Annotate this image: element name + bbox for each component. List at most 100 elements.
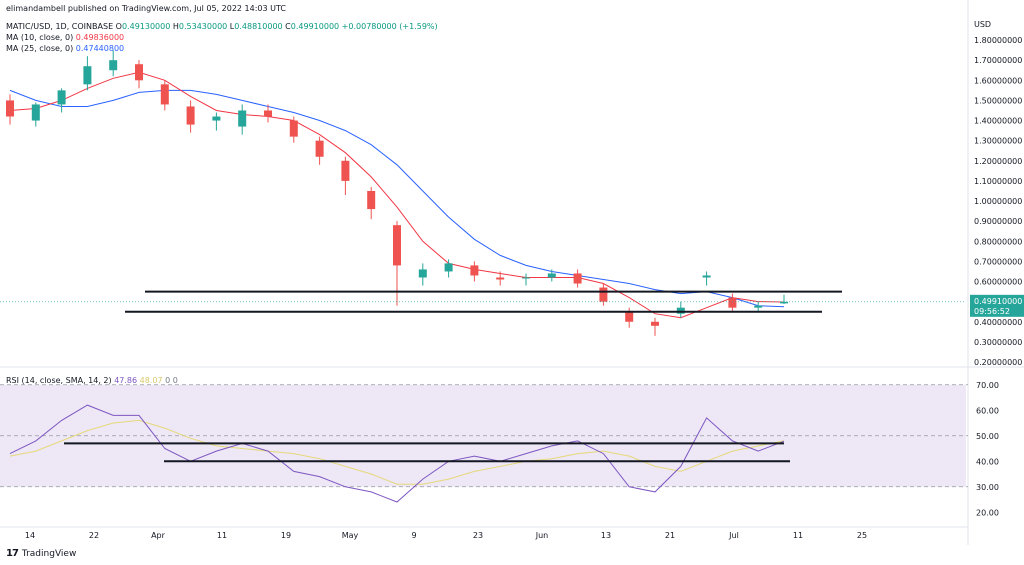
candle-body-18 (470, 265, 479, 276)
candle-body-28 (728, 297, 737, 308)
price-axis-label-4: 1.40000000 (974, 117, 1022, 126)
candle-body-10 (264, 110, 272, 117)
candle-body-16 (418, 269, 427, 278)
price-axis-currency: USD (974, 20, 991, 29)
tradingview-logo[interactable]: 17 TradingView (6, 548, 76, 559)
time-axis-label-0: 14 (25, 531, 35, 540)
current-price-tag (970, 294, 1024, 317)
time-axis-label-11: Jul (728, 531, 739, 540)
price-axis-label-3: 1.50000000 (974, 96, 1022, 105)
candle-body-8 (212, 116, 221, 121)
published-caption: elimandambell published on TradingView.c… (6, 4, 286, 13)
candle-body-15 (393, 225, 401, 266)
price-axis-label-15: 0.20000000 (974, 358, 1022, 367)
rsi-axis-label-4: 30.00 (976, 483, 999, 492)
high-label: H (172, 22, 179, 31)
ma10-label: MA (10, close, 0) (6, 33, 74, 42)
ma25-legend[interactable]: MA (25, close, 0) 0.47440800 (6, 44, 124, 53)
rsi-band (0, 384, 968, 488)
open-value: 0.49130000 (121, 22, 171, 31)
close-value: 0.49910000 (290, 22, 340, 31)
price-axis-label-8: 1.00000000 (974, 197, 1022, 206)
time-axis-label-9: 13 (601, 531, 611, 540)
ohlc-legend: MATIC/USD, 1D, COINBASE O0.49130000 H0.5… (6, 22, 438, 31)
time-axis-label-6: 9 (411, 531, 416, 540)
candle-body-21 (547, 273, 556, 278)
low-label: L (229, 22, 235, 31)
rsi-axis-label-1: 60.00 (976, 406, 999, 415)
candle-body-5 (135, 64, 143, 81)
change-value: +0.00780000 (+1.59%) (341, 22, 438, 31)
rsi-axis-label-5: 20.00 (976, 508, 999, 517)
candle-body-0 (6, 100, 14, 117)
price-axis-label-5: 1.30000000 (974, 137, 1022, 146)
ma10-legend[interactable]: MA (10, close, 0) 0.49836000 (6, 33, 124, 42)
candle-body-11 (289, 120, 298, 137)
price-axis-label-9: 0.90000000 (974, 217, 1022, 226)
candle-body-14 (367, 190, 376, 210)
ma10-value: 0.49836000 (75, 33, 125, 42)
time-axis-label-4: 19 (281, 531, 291, 540)
close-label: C (285, 22, 291, 31)
time-axis-label-13: 25 (857, 531, 867, 540)
candle-body-1 (31, 104, 40, 121)
price-axis-label-13: 0.40000000 (974, 318, 1022, 327)
candle-body-12 (315, 140, 324, 157)
price-axis-label-10: 0.80000000 (974, 237, 1022, 246)
rsi-extra2: 0 (172, 376, 178, 385)
candle-body-29 (754, 305, 763, 308)
ma25-value: 0.47440800 (75, 44, 125, 53)
ma25-label: MA (25, close, 0) (6, 44, 74, 53)
rsi-lines (9, 404, 785, 503)
time-axis-label-8: Jun (535, 531, 549, 540)
rsi-axis-label-2: 50.00 (976, 432, 999, 441)
time-axis-label-1: 22 (89, 531, 99, 540)
low-value: 0.48810000 (234, 22, 283, 31)
tradingview-icon: 17 (6, 548, 19, 559)
candle-body-6 (160, 84, 169, 105)
high-value: 0.53430000 (178, 22, 228, 31)
candle-body-27 (702, 275, 711, 278)
candle-body-3 (83, 66, 92, 85)
candle-body-26 (676, 307, 685, 314)
rsi-line (9, 404, 785, 503)
candle-body-9 (238, 110, 247, 127)
price-axis-label-0: 1.80000000 (974, 36, 1022, 45)
time-axis-label-3: 11 (217, 531, 227, 540)
price-axis-label-6: 1.20000000 (974, 157, 1022, 166)
countdown-label: 09:56:52 (974, 307, 1010, 316)
price-axis-label-1: 1.70000000 (974, 56, 1022, 65)
candle-body-19 (496, 277, 505, 280)
rsi-value: 47.86 (114, 376, 138, 385)
candle-body-25 (651, 321, 659, 326)
open-label: O (115, 22, 122, 31)
price-axis-label-11: 0.70000000 (974, 257, 1022, 266)
candle-body-30 (780, 301, 788, 304)
axes: USD 1.80000000 1.70000000 1.60000000 1.50000… (0, 20, 1024, 540)
price-axis-label-12: 0.60000000 (974, 278, 1022, 287)
candle-body-22 (573, 273, 582, 284)
rsi-label: RSI (14, close, SMA, 14, 2) (6, 376, 112, 385)
candle-body-7 (186, 106, 195, 125)
brand-label: TradingView (21, 548, 77, 559)
price-axis-label-7: 1.10000000 (974, 177, 1022, 186)
candle-body-13 (341, 160, 350, 181)
symbol-label: MATIC/USD, 1D, COINBASE (6, 22, 114, 31)
time-axis-label-5: May (342, 531, 359, 540)
time-axis-label-2: Apr (151, 531, 166, 540)
rsi-axis-label-0: 70.00 (976, 381, 999, 390)
candle-body-23 (599, 287, 608, 302)
rsi-legend[interactable]: RSI (14, close, SMA, 14, 2) 47.86 48.07 … (6, 376, 178, 385)
candles (6, 50, 788, 336)
rsi-sma-value: 48.07 (139, 376, 163, 385)
grid (0, 0, 1024, 545)
candle-body-4 (109, 60, 118, 71)
price-axis-label-14: 0.30000000 (974, 338, 1022, 347)
price-axis-label-2: 1.60000000 (974, 76, 1022, 85)
rsi-axis-label-3: 40.00 (976, 457, 999, 466)
time-axis-label-7: 23 (473, 531, 483, 540)
ma25-line (9, 89, 785, 308)
time-axis-label-10: 21 (665, 531, 675, 540)
rsi-sma-line (9, 419, 785, 485)
